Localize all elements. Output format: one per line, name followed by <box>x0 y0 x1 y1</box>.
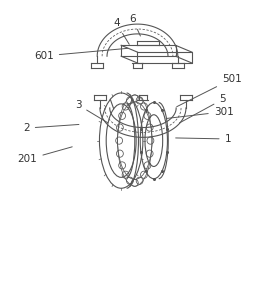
Text: 1: 1 <box>176 134 231 144</box>
Text: 301: 301 <box>166 107 233 118</box>
Text: 4: 4 <box>113 18 129 44</box>
Text: 201: 201 <box>18 147 72 165</box>
Text: 5: 5 <box>179 95 226 123</box>
Text: 6: 6 <box>129 14 141 36</box>
Text: 601: 601 <box>34 48 128 61</box>
Text: 2: 2 <box>23 123 79 133</box>
Text: 3: 3 <box>75 100 108 123</box>
Text: 501: 501 <box>177 74 242 107</box>
